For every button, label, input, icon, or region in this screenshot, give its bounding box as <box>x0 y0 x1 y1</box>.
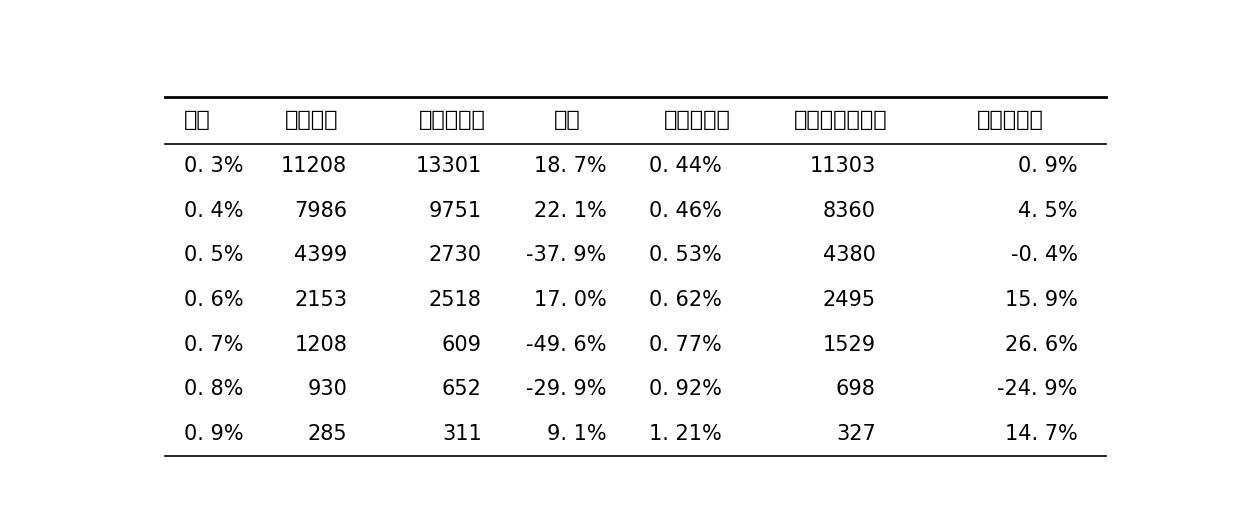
Text: 原预测寿命: 原预测寿命 <box>419 110 486 130</box>
Text: 4399: 4399 <box>294 245 347 265</box>
Text: -24. 9%: -24. 9% <box>997 379 1078 399</box>
Text: 7986: 7986 <box>294 201 347 221</box>
Text: 修正后预测寿命: 修正后预测寿命 <box>794 110 888 130</box>
Text: -49. 6%: -49. 6% <box>526 335 606 355</box>
Text: 609: 609 <box>441 335 481 355</box>
Text: 17. 0%: 17. 0% <box>534 290 606 310</box>
Text: 实际变形量: 实际变形量 <box>665 110 732 130</box>
Text: 11208: 11208 <box>281 156 347 176</box>
Text: -29. 9%: -29. 9% <box>526 379 606 399</box>
Text: 9. 1%: 9. 1% <box>547 424 606 444</box>
Text: 1208: 1208 <box>294 335 347 355</box>
Text: 22. 1%: 22. 1% <box>534 201 606 221</box>
Text: 4. 5%: 4. 5% <box>1018 201 1078 221</box>
Text: 11303: 11303 <box>810 156 875 176</box>
Text: 0. 44%: 0. 44% <box>650 156 722 176</box>
Text: 8360: 8360 <box>823 201 875 221</box>
Text: 0. 46%: 0. 46% <box>649 201 722 221</box>
Text: 2730: 2730 <box>429 245 481 265</box>
Text: 试样: 试样 <box>184 110 211 130</box>
Text: 26. 6%: 26. 6% <box>1004 335 1078 355</box>
Text: 4380: 4380 <box>823 245 875 265</box>
Text: 698: 698 <box>836 379 875 399</box>
Text: 0. 77%: 0. 77% <box>650 335 722 355</box>
Text: 0. 3%: 0. 3% <box>184 156 243 176</box>
Text: 0. 5%: 0. 5% <box>184 245 243 265</box>
Text: 测量寿命: 测量寿命 <box>285 110 339 130</box>
Text: 327: 327 <box>836 424 875 444</box>
Text: 14. 7%: 14. 7% <box>1004 424 1078 444</box>
Text: 2518: 2518 <box>429 290 481 310</box>
Text: 2153: 2153 <box>294 290 347 310</box>
Text: 285: 285 <box>308 424 347 444</box>
Text: 13301: 13301 <box>415 156 481 176</box>
Text: 0. 8%: 0. 8% <box>184 379 243 399</box>
Text: 0. 62%: 0. 62% <box>649 290 722 310</box>
Text: 1529: 1529 <box>822 335 875 355</box>
Text: 0. 53%: 0. 53% <box>650 245 722 265</box>
Text: 652: 652 <box>441 379 481 399</box>
Text: 0. 9%: 0. 9% <box>1018 156 1078 176</box>
Text: 1. 21%: 1. 21% <box>650 424 722 444</box>
Text: 0. 92%: 0. 92% <box>649 379 722 399</box>
Text: -37. 9%: -37. 9% <box>526 245 606 265</box>
Text: 2495: 2495 <box>822 290 875 310</box>
Text: 9751: 9751 <box>429 201 481 221</box>
Text: 18. 7%: 18. 7% <box>534 156 606 176</box>
Text: 0. 9%: 0. 9% <box>184 424 243 444</box>
Text: 0. 6%: 0. 6% <box>184 290 243 310</box>
Text: 修正后误差: 修正后误差 <box>977 110 1044 130</box>
Text: 误差: 误差 <box>554 110 580 130</box>
Text: 15. 9%: 15. 9% <box>1004 290 1078 310</box>
Text: 930: 930 <box>308 379 347 399</box>
Text: 0. 7%: 0. 7% <box>184 335 243 355</box>
Text: 311: 311 <box>441 424 481 444</box>
Text: 0. 4%: 0. 4% <box>184 201 243 221</box>
Text: -0. 4%: -0. 4% <box>1011 245 1078 265</box>
